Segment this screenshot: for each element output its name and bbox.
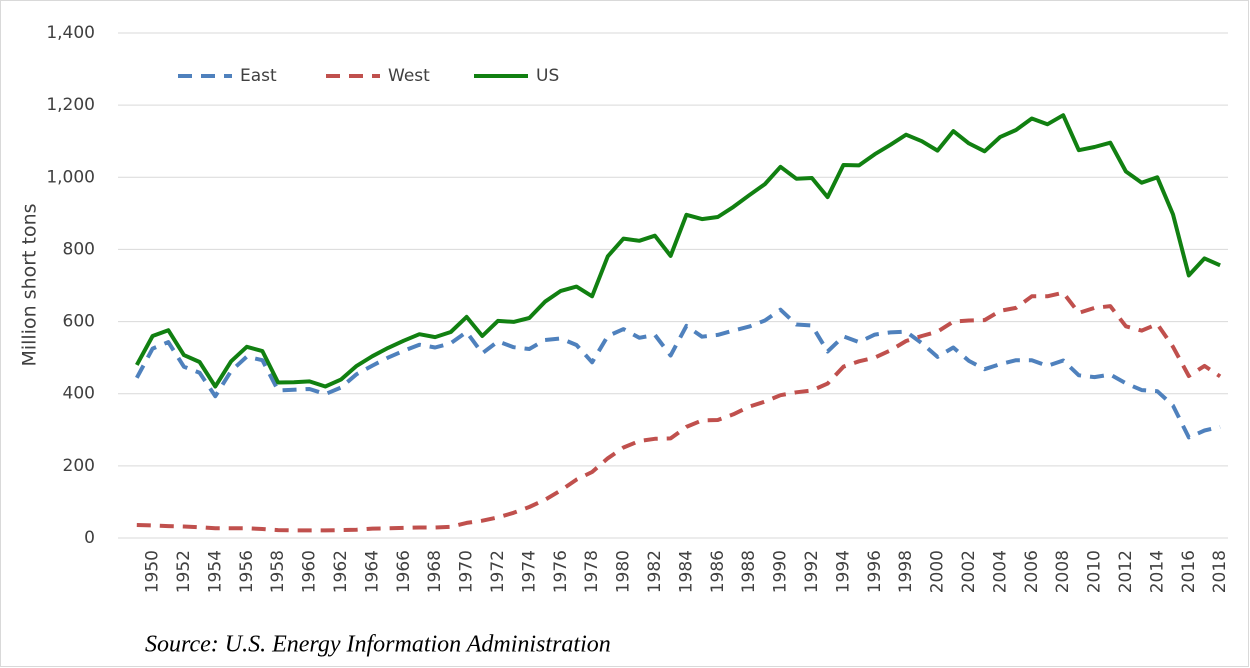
x-tick-label: 2012 bbox=[1116, 550, 1136, 593]
y-tick-label: 200 bbox=[63, 456, 95, 476]
y-axis-title: Million short tons bbox=[19, 203, 41, 366]
x-tick-label: 1970 bbox=[457, 550, 477, 593]
y-tick-label: 400 bbox=[63, 384, 95, 404]
x-tick-label: 1952 bbox=[174, 550, 194, 593]
legend-label: East bbox=[240, 66, 277, 86]
x-tick-label: 1968 bbox=[425, 550, 445, 593]
series-line bbox=[135, 307, 1221, 440]
x-tick-label: 1964 bbox=[362, 550, 382, 593]
x-tick-label: 1950 bbox=[143, 550, 163, 593]
x-tick-label: 1976 bbox=[551, 550, 571, 593]
x-tick-label: 2018 bbox=[1210, 550, 1230, 593]
x-tick-label: 1996 bbox=[865, 550, 885, 593]
x-tick-label: 1958 bbox=[268, 550, 288, 593]
x-tick-label: 2002 bbox=[959, 550, 979, 593]
series-line bbox=[135, 113, 1221, 389]
x-tick-label: 1980 bbox=[614, 550, 634, 593]
x-tick-label: 2014 bbox=[1147, 550, 1167, 593]
x-tick-label: 2010 bbox=[1085, 550, 1105, 593]
x-tick-label: 1966 bbox=[394, 550, 414, 593]
x-tick-label: 1986 bbox=[708, 550, 728, 593]
x-tick-label: 1956 bbox=[237, 550, 257, 593]
y-tick-label: 1,000 bbox=[46, 167, 95, 187]
y-tick-label: 0 bbox=[84, 528, 95, 548]
x-tick-label: 1978 bbox=[582, 550, 602, 593]
x-tick-label: 1988 bbox=[739, 550, 759, 593]
x-tick-label: 1962 bbox=[331, 550, 351, 593]
source-note: Source: U.S. Energy Information Administ… bbox=[145, 632, 611, 658]
x-tick-label: 1974 bbox=[519, 550, 539, 593]
x-tick-label: 2000 bbox=[928, 550, 948, 593]
legend-label: West bbox=[388, 66, 430, 86]
x-tick-label: 1960 bbox=[300, 550, 320, 593]
x-tick-label: 1982 bbox=[645, 550, 665, 593]
legend-label: US bbox=[536, 66, 559, 86]
x-tick-label: 2006 bbox=[1022, 550, 1042, 593]
y-tick-label: 1,200 bbox=[46, 95, 95, 115]
x-tick-label: 1984 bbox=[676, 550, 696, 593]
y-tick-label: 600 bbox=[63, 312, 95, 332]
x-tick-label: 2008 bbox=[1053, 550, 1073, 593]
x-tick-label: 1992 bbox=[802, 550, 822, 593]
x-tick-label: 2016 bbox=[1179, 550, 1199, 593]
series-line bbox=[136, 290, 1222, 533]
x-tick-label: 1994 bbox=[833, 550, 853, 593]
y-tick-label: 800 bbox=[63, 239, 95, 259]
x-tick-label: 1954 bbox=[205, 550, 225, 593]
x-tick-label: 1990 bbox=[771, 550, 791, 593]
y-tick-label: 1,400 bbox=[46, 23, 95, 43]
x-tick-label: 1998 bbox=[896, 550, 916, 593]
x-tick-label: 2004 bbox=[990, 550, 1010, 593]
x-tick-label: 1972 bbox=[488, 550, 508, 593]
